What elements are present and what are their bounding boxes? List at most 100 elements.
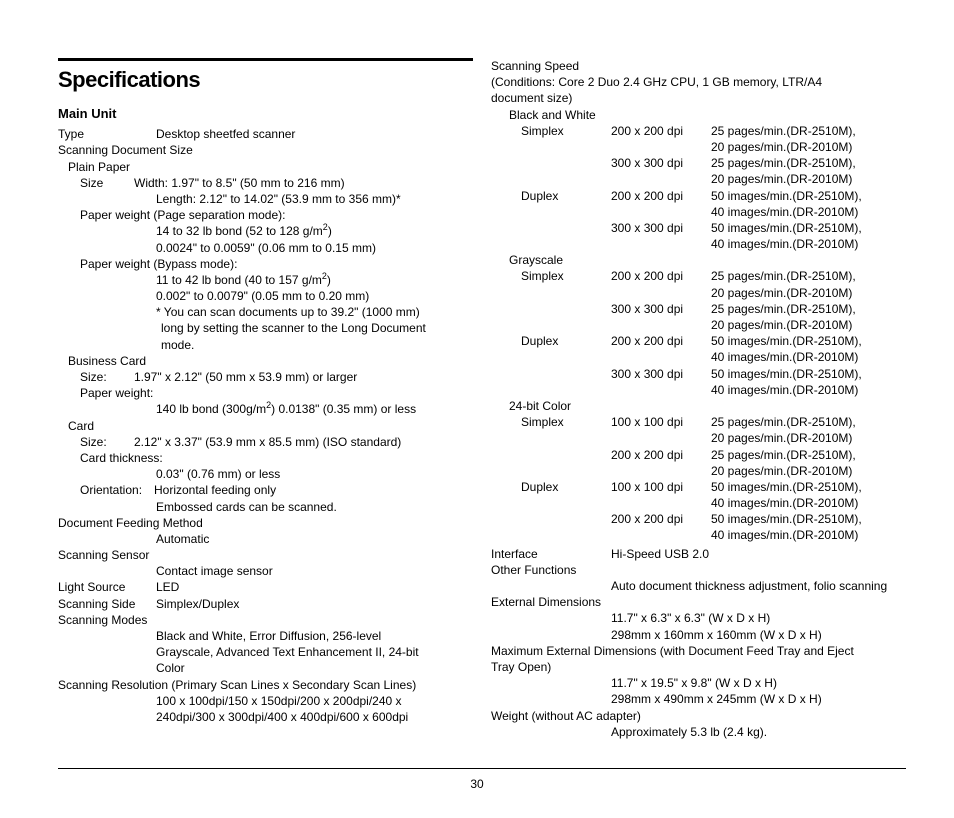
max-dim-l2: 298mm x 490mm x 245mm (W x D x H): [491, 691, 906, 707]
card-label: Card: [58, 418, 473, 434]
speed-mode: [491, 366, 611, 382]
card-size-row: Size: 2.12" x 3.37" (53.9 mm x 85.5 mm) …: [58, 434, 473, 450]
type-label: Type: [58, 126, 156, 142]
ext-dim-label: External Dimensions: [491, 594, 906, 610]
speed-mode: [491, 511, 611, 527]
card-thick-val: 0.03" (0.76 mm) or less: [58, 466, 473, 482]
interface-label: Interface: [491, 546, 611, 562]
card-orient-row: Orientation: Horizontal feeding only: [58, 482, 473, 498]
side-value: Simplex/Duplex: [156, 596, 473, 612]
speed-val: 20 pages/min.(DR-2010M): [711, 285, 906, 301]
speed-row: Duplex200 x 200 dpi50 images/min.(DR-251…: [491, 333, 906, 349]
biz-size-label: Size:: [58, 369, 134, 385]
pw-bypass-n2: long by setting the scanner to the Long …: [58, 320, 473, 336]
speed-val: 25 pages/min.(DR-2510M),: [711, 301, 906, 317]
speed-mode: Duplex: [491, 479, 611, 495]
speed-cond1: (Conditions: Core 2 Duo 2.4 GHz CPU, 1 G…: [491, 74, 906, 90]
biz-card-label: Business Card: [58, 353, 473, 369]
size-label: Size: [58, 175, 134, 191]
size-length: Length: 2.12" to 14.02" (53.9 mm to 356 …: [58, 191, 473, 207]
light-value: LED: [156, 579, 473, 595]
speed-res: 100 x 100 dpi: [611, 479, 711, 495]
title-rule: [58, 58, 473, 61]
speed-val: 25 pages/min.(DR-2510M),: [711, 268, 906, 284]
other-fn-value: Auto document thickness adjustment, foli…: [491, 578, 906, 594]
speed-group-gs: Grayscale: [491, 252, 906, 268]
speed-row: 20 pages/min.(DR-2010M): [491, 171, 906, 187]
card-orient-label: Orientation:: [58, 482, 154, 498]
speed-cond2: document size): [491, 90, 906, 106]
sensor-label: Scanning Sensor: [58, 547, 473, 563]
speed-row: 200 x 200 dpi50 images/min.(DR-2510M),: [491, 511, 906, 527]
main-unit-heading: Main Unit: [58, 105, 473, 123]
speed-mode: Simplex: [491, 268, 611, 284]
speed-row: Simplex200 x 200 dpi25 pages/min.(DR-251…: [491, 268, 906, 284]
speed-val: 25 pages/min.(DR-2510M),: [711, 414, 906, 430]
speed-res: 200 x 200 dpi: [611, 511, 711, 527]
speed-val: 40 images/min.(DR-2010M): [711, 495, 906, 511]
speed-mode: [491, 155, 611, 171]
feed-value: Automatic: [58, 531, 473, 547]
card-emboss: Embossed cards can be scanned.: [58, 499, 473, 515]
interface-row: Interface Hi-Speed USB 2.0: [491, 546, 906, 562]
ext-dim-l1: 11.7" x 6.3" x 6.3" (W x D x H): [491, 610, 906, 626]
pw-bypass-label: Paper weight (Bypass mode):: [58, 256, 473, 272]
speed-row: 20 pages/min.(DR-2010M): [491, 139, 906, 155]
scan-side-row: Scanning Side Simplex/Duplex: [58, 596, 473, 612]
card-size-label: Size:: [58, 434, 134, 450]
biz-size-row: Size: 1.97" x 2.12" (50 mm x 53.9 mm) or…: [58, 369, 473, 385]
left-column: Specifications Main Unit Type Desktop sh…: [58, 58, 473, 740]
light-label: Light Source: [58, 579, 156, 595]
speed-group-color: 24-bit Color: [491, 398, 906, 414]
footer-rule: [58, 768, 906, 769]
speed-val: 20 pages/min.(DR-2010M): [711, 463, 906, 479]
speed-row: 300 x 300 dpi25 pages/min.(DR-2510M),: [491, 155, 906, 171]
card-thick-label: Card thickness:: [58, 450, 473, 466]
other-fn-label: Other Functions: [491, 562, 906, 578]
feed-label: Document Feeding Method: [58, 515, 473, 531]
res-l1: 100 x 100dpi/150 x 150dpi/200 x 200dpi/2…: [58, 693, 473, 709]
speed-mode: [491, 447, 611, 463]
speed-val: 20 pages/min.(DR-2010M): [711, 171, 906, 187]
speed-val: 40 images/min.(DR-2010M): [711, 382, 906, 398]
max-dim-label1: Maximum External Dimensions (with Docume…: [491, 643, 906, 659]
speed-val: 50 images/min.(DR-2510M),: [711, 333, 906, 349]
speed-mode: [491, 220, 611, 236]
speed-row: 200 x 200 dpi25 pages/min.(DR-2510M),: [491, 447, 906, 463]
light-row: Light Source LED: [58, 579, 473, 595]
speed-val: 40 images/min.(DR-2010M): [711, 204, 906, 220]
speed-val: 50 images/min.(DR-2510M),: [711, 511, 906, 527]
speed-row: 40 images/min.(DR-2010M): [491, 495, 906, 511]
speed-group-bw: Black and White: [491, 107, 906, 123]
speed-val: 50 images/min.(DR-2510M),: [711, 220, 906, 236]
res-label: Scanning Resolution (Primary Scan Lines …: [58, 677, 473, 693]
pw-sep-l2: 0.0024" to 0.0059" (0.06 mm to 0.15 mm): [58, 240, 473, 256]
weight-label: Weight (without AC adapter): [491, 708, 906, 724]
sensor-value: Contact image sensor: [58, 563, 473, 579]
speed-row: 20 pages/min.(DR-2010M): [491, 430, 906, 446]
pw-sep-l1: 14 to 32 lb bond (52 to 128 g/m2): [58, 223, 473, 239]
pw-bypass-n3: mode.: [58, 337, 473, 353]
speed-val: 20 pages/min.(DR-2010M): [711, 317, 906, 333]
modes-l1: Black and White, Error Diffusion, 256-le…: [58, 628, 473, 644]
speed-res: 200 x 200 dpi: [611, 188, 711, 204]
scan-doc-size-label: Scanning Document Size: [58, 142, 473, 158]
biz-pw-label: Paper weight:: [58, 385, 473, 401]
speed-res: 200 x 200 dpi: [611, 333, 711, 349]
title: Specifications: [58, 65, 473, 95]
speed-val: 25 pages/min.(DR-2510M),: [711, 447, 906, 463]
speed-mode: Duplex: [491, 188, 611, 204]
plain-paper-label: Plain Paper: [58, 159, 473, 175]
speed-mode: Simplex: [491, 123, 611, 139]
speed-res: 200 x 200 dpi: [611, 447, 711, 463]
type-value: Desktop sheetfed scanner: [156, 126, 473, 142]
speed-val: 25 pages/min.(DR-2510M),: [711, 155, 906, 171]
speed-row: 20 pages/min.(DR-2010M): [491, 285, 906, 301]
weight-value: Approximately 5.3 lb (2.4 kg).: [491, 724, 906, 740]
speed-val: 40 images/min.(DR-2010M): [711, 349, 906, 365]
speed-mode: Duplex: [491, 333, 611, 349]
type-row: Type Desktop sheetfed scanner: [58, 126, 473, 142]
speed-row: 20 pages/min.(DR-2010M): [491, 463, 906, 479]
speed-row: 40 images/min.(DR-2010M): [491, 204, 906, 220]
ext-dim-l2: 298mm x 160mm x 160mm (W x D x H): [491, 627, 906, 643]
